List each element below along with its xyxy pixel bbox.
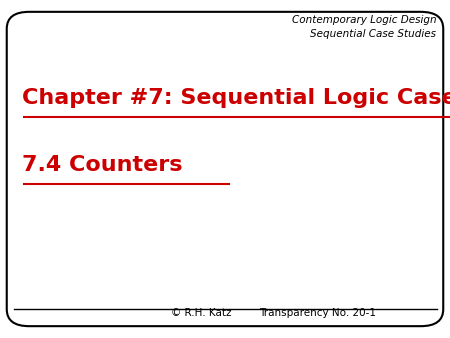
Text: Contemporary Logic Design: Contemporary Logic Design bbox=[292, 15, 436, 25]
Text: Chapter #7: Sequential Logic Case Studies: Chapter #7: Sequential Logic Case Studie… bbox=[22, 88, 450, 108]
Text: 7.4 Counters: 7.4 Counters bbox=[22, 155, 183, 175]
Text: © R.H. Katz: © R.H. Katz bbox=[171, 308, 231, 318]
Text: Transparency No. 20-1: Transparency No. 20-1 bbox=[259, 308, 376, 318]
Text: Sequential Case Studies: Sequential Case Studies bbox=[310, 29, 436, 39]
FancyBboxPatch shape bbox=[7, 12, 443, 326]
